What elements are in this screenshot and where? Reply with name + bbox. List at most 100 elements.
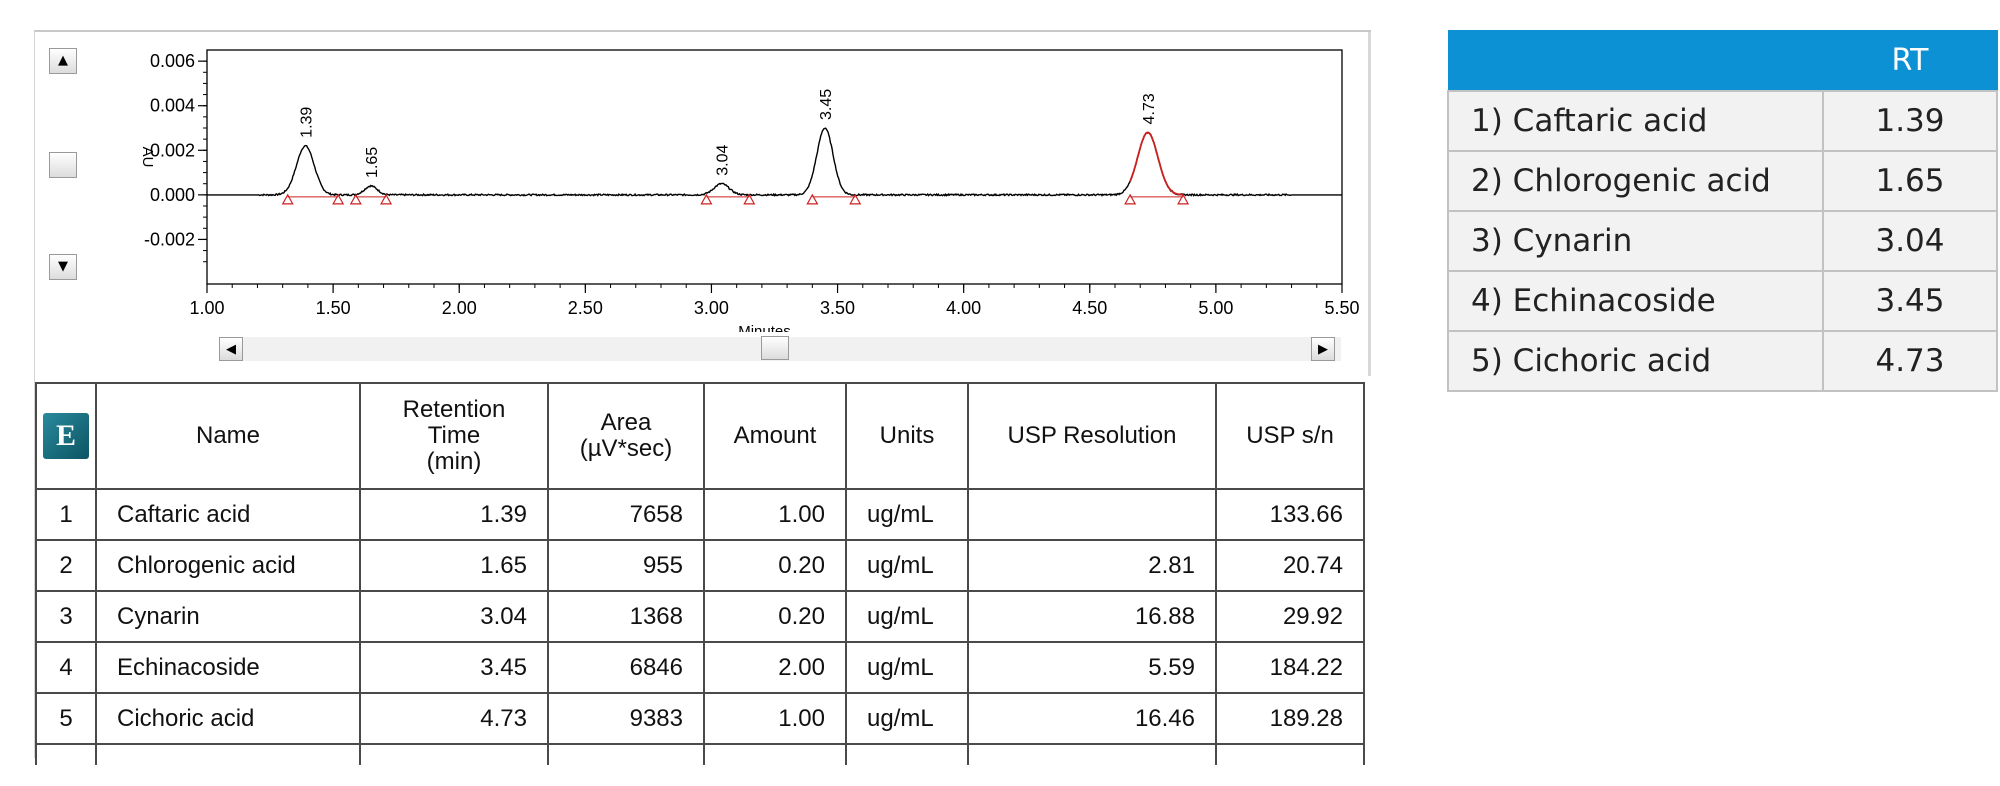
x-tick-label: 3.50 <box>820 298 855 318</box>
row-index: 1 <box>35 488 97 541</box>
cell-retention-time: 1.39 <box>359 488 549 541</box>
header-amount[interactable]: Amount <box>703 382 847 490</box>
cell-usp-sn: 184.22 <box>1215 641 1365 694</box>
rt-row: 4) Echinacoside 3.45 <box>1447 270 1998 332</box>
x-tick-label: 4.00 <box>946 298 981 318</box>
cell-amount: 0.20 <box>703 590 847 643</box>
header-units[interactable]: Units <box>845 382 969 490</box>
cell-units: ug/mL <box>845 488 969 541</box>
cell-retention-time: 1.65 <box>359 539 549 592</box>
cell-area: 1368 <box>547 590 705 643</box>
partial-cell <box>967 743 1217 765</box>
highlighted-peak-trace <box>1129 131 1184 196</box>
rt-header-row: RT <box>1447 30 1998 92</box>
x-tick-label: 4.50 <box>1072 298 1107 318</box>
cell-usp-resolution: 16.46 <box>967 692 1217 745</box>
partial-cell <box>1215 743 1365 765</box>
x-tick-label: 3.00 <box>694 298 729 318</box>
header-retention-line2: Time <box>427 422 481 449</box>
cell-name: Cichoric acid <box>95 692 361 745</box>
cell-amount: 1.00 <box>703 488 847 541</box>
row-index: 3 <box>35 590 97 643</box>
partial-cell <box>703 743 847 765</box>
peak-label: 1.39 <box>298 107 315 138</box>
cell-usp-sn: 29.92 <box>1215 590 1365 643</box>
scroll-up-button[interactable]: ▲ <box>49 48 77 74</box>
cell-units: ug/mL <box>845 692 969 745</box>
horizontal-scroll-thumb[interactable] <box>761 336 789 360</box>
rt-value: 1.65 <box>1822 150 1998 212</box>
rt-compound: 4) Echinacoside <box>1447 270 1824 332</box>
partial-cell <box>95 743 361 765</box>
table-row[interactable]: 5 Cichoric acid 4.73 9383 1.00 ug/mL 16.… <box>35 692 1365 745</box>
x-tick-label: 1.50 <box>316 298 351 318</box>
chromatogram-view: ▲ ▼ 1.00 1.50 2.00 2.50 3.00 3.50 4.00 4.50 5.00… <box>35 32 1371 376</box>
cell-amount: 1.00 <box>703 692 847 745</box>
header-retention-time[interactable]: Retention Time (min) <box>359 382 549 490</box>
peak-label: 1.65 <box>364 147 381 178</box>
cell-usp-resolution <box>967 488 1217 541</box>
scroll-down-button[interactable]: ▼ <box>49 254 77 280</box>
cell-name: Chlorogenic acid <box>95 539 361 592</box>
y-tick-label: 0.000 <box>150 185 195 205</box>
header-logo-cell: E <box>35 382 97 490</box>
x-axis-label: Minutes <box>738 323 791 332</box>
scroll-right-button[interactable]: ▶ <box>1311 337 1335 361</box>
y-tick-label: 0.002 <box>150 140 195 160</box>
integration-marker <box>700 193 713 205</box>
table-row[interactable]: 1 Caftaric acid 1.39 7658 1.00 ug/mL 133… <box>35 488 1365 541</box>
y-tick-label: -0.002 <box>144 229 195 249</box>
rt-value: 4.73 <box>1822 330 1998 392</box>
cell-area: 7658 <box>547 488 705 541</box>
cell-units: ug/mL <box>845 539 969 592</box>
rt-value: 1.39 <box>1822 90 1998 152</box>
cell-name: Caftaric acid <box>95 488 361 541</box>
peak-label: 4.73 <box>1141 93 1158 124</box>
rt-compound: 3) Cynarin <box>1447 210 1824 272</box>
header-usp-resolution[interactable]: USP Resolution <box>967 382 1217 490</box>
cell-units: ug/mL <box>845 590 969 643</box>
cell-usp-resolution: 2.81 <box>967 539 1217 592</box>
table-row[interactable]: 4 Echinacoside 3.45 6846 2.00 ug/mL 5.59… <box>35 641 1365 694</box>
integration-marker <box>806 193 819 205</box>
chromatography-panel: ▲ ▼ 1.00 1.50 2.00 2.50 3.00 3.50 4.00 4.50 5.00… <box>34 30 1371 765</box>
partial-cell <box>35 743 97 765</box>
rt-compound: 5) Cichoric acid <box>1447 330 1824 392</box>
table-row[interactable]: 3 Cynarin 3.04 1368 0.20 ug/mL 16.88 29.… <box>35 590 1365 643</box>
partial-cell <box>547 743 705 765</box>
header-usp-sn[interactable]: USP s/n <box>1215 382 1365 490</box>
table-row[interactable]: 2 Chlorogenic acid 1.65 955 0.20 ug/mL 2… <box>35 539 1365 592</box>
x-tick-label: 5.00 <box>1198 298 1233 318</box>
rt-header-rt: RT <box>1822 30 1998 92</box>
y-tick-label: 0.006 <box>150 51 195 71</box>
cell-usp-sn: 133.66 <box>1215 488 1365 541</box>
cell-retention-time: 3.45 <box>359 641 549 694</box>
retention-time-summary-table: RT 1) Caftaric acid 1.39 2) Chlorogenic … <box>1447 30 1998 392</box>
cell-amount: 0.20 <box>703 539 847 592</box>
rt-row: 1) Caftaric acid 1.39 <box>1447 90 1998 152</box>
scroll-left-button[interactable]: ◀ <box>219 337 243 361</box>
peak-label: 3.45 <box>818 89 835 120</box>
header-area[interactable]: Area (µV*sec) <box>547 382 705 490</box>
integration-marker <box>281 193 294 205</box>
integration-marker <box>380 193 393 205</box>
vertical-scroll-thumb[interactable] <box>49 152 77 178</box>
cell-amount: 2.00 <box>703 641 847 694</box>
rt-compound: 1) Caftaric acid <box>1447 90 1824 152</box>
cell-area: 955 <box>547 539 705 592</box>
rt-row: 5) Cichoric acid 4.73 <box>1447 330 1998 392</box>
integration-marker <box>332 193 345 205</box>
cell-retention-time: 4.73 <box>359 692 549 745</box>
empower-logo-icon: E <box>43 413 89 459</box>
header-name[interactable]: Name <box>95 382 361 490</box>
integration-marker <box>743 193 756 205</box>
peak-label: 3.04 <box>715 144 732 175</box>
table-row-partial <box>35 743 1365 765</box>
header-retention-line3: (min) <box>426 448 482 475</box>
chromatogram-chart: 1.00 1.50 2.00 2.50 3.00 3.50 4.00 4.50 5.00 5.50… <box>139 49 1360 332</box>
integration-marker <box>1177 193 1190 205</box>
plot-frame <box>206 49 1343 285</box>
row-index: 2 <box>35 539 97 592</box>
header-area-line1: Area <box>600 409 652 436</box>
row-index: 5 <box>35 692 97 745</box>
